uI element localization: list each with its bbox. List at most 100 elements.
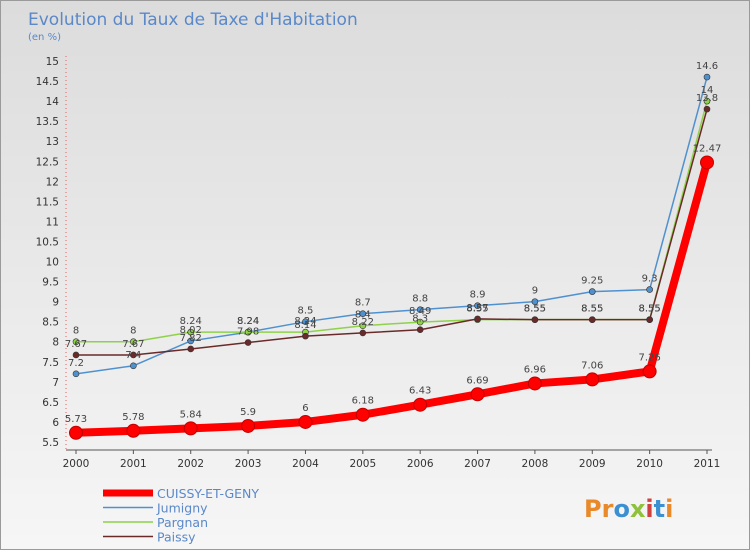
x-tick-label: 2006	[407, 458, 434, 470]
data-point	[359, 322, 367, 329]
data-label: 14	[701, 85, 714, 96]
x-tick-label: 2002	[177, 458, 204, 470]
data-label: 8.9	[470, 290, 486, 301]
y-tick-label: 13	[46, 136, 59, 148]
legend-label: Pargnan	[157, 515, 208, 530]
y-tick-label: 6	[52, 417, 59, 429]
data-point	[531, 298, 539, 305]
x-tick-label: 2009	[579, 458, 606, 470]
data-label: 8.55	[639, 304, 661, 315]
data-label: 8.24	[294, 316, 316, 327]
y-tick-label: 15	[46, 56, 59, 68]
data-label: 8.24	[237, 316, 259, 327]
data-label: 8.55	[524, 304, 546, 315]
data-label: 8.5	[298, 306, 314, 317]
data-label: 8	[130, 326, 136, 337]
data-point	[183, 421, 198, 436]
data-label: 5.84	[180, 409, 202, 420]
data-label: 8.14	[294, 320, 316, 331]
data-label: 9.25	[581, 276, 603, 287]
x-tick-label: 2003	[235, 458, 262, 470]
y-tick-label: 7.5	[42, 357, 59, 369]
y-tick-label: 6.5	[42, 397, 59, 409]
data-label: 7.67	[122, 339, 144, 350]
data-label: 8.57	[466, 303, 488, 314]
data-point	[703, 97, 711, 105]
x-tick-label: 2001	[120, 458, 147, 470]
data-point	[130, 351, 137, 359]
chart-subtitle: (en %)	[28, 32, 61, 43]
data-label: 9	[532, 286, 538, 297]
data-label: 8.4	[355, 310, 371, 321]
data-point	[244, 328, 252, 336]
data-point	[474, 315, 481, 323]
data-point	[703, 73, 711, 81]
data-label: 6	[302, 403, 308, 414]
y-tick-label: 5.5	[42, 437, 59, 449]
y-tick-label: 14.5	[36, 76, 59, 88]
data-label: 8.55	[466, 304, 488, 315]
data-label: 14.6	[696, 61, 718, 72]
data-label: 7.26	[639, 352, 661, 363]
data-point	[130, 362, 137, 370]
data-point	[470, 387, 485, 402]
data-point	[413, 397, 428, 412]
data-point	[69, 425, 83, 440]
x-tick-label: 2011	[694, 458, 721, 470]
data-point	[700, 155, 714, 170]
y-tick-label: 9.5	[42, 277, 59, 289]
data-point	[72, 351, 80, 359]
y-tick-label: 7	[52, 377, 59, 389]
data-label: 7.06	[581, 360, 603, 371]
data-label: 6.96	[524, 364, 546, 375]
data-point	[646, 316, 653, 323]
data-label: 8.55	[639, 304, 661, 315]
data-label: 5.78	[122, 412, 144, 423]
data-label: 5.9	[240, 407, 256, 418]
data-point	[585, 372, 600, 387]
data-label: 8.49	[409, 306, 431, 317]
axes: 5.5 6 6.5 7 7.5 8 8.5 9 9.5 10 10.5 11 11.5 12 12.5 13 1…	[36, 56, 721, 470]
data-label: 8.55	[581, 304, 603, 315]
data-point	[359, 329, 367, 337]
data-point	[72, 338, 80, 346]
data-label: 6.69	[466, 375, 488, 386]
data-point	[72, 370, 80, 378]
data-point	[527, 376, 542, 391]
data-label: 6.18	[352, 396, 374, 407]
data-point	[126, 423, 141, 438]
data-point	[355, 407, 370, 422]
data-point	[187, 345, 195, 353]
data-label: 6.43	[409, 386, 431, 397]
data-label: 7.4	[125, 350, 141, 361]
data-point	[646, 286, 653, 293]
series-line-2	[76, 100, 708, 343]
y-tick-label: 8	[52, 337, 59, 349]
x-tick-label: 2008	[522, 458, 549, 470]
data-point	[298, 414, 313, 429]
x-tick-label: 2004	[292, 458, 319, 470]
series-lines	[69, 73, 714, 440]
proxiti-watermark: Proxiti	[584, 495, 673, 523]
data-point	[302, 318, 309, 325]
data-point	[416, 318, 424, 326]
data-label: 12.47	[693, 143, 722, 154]
legend-label: Paissy	[157, 530, 196, 545]
series-line-1	[75, 76, 708, 375]
data-point	[642, 364, 657, 379]
data-point	[244, 339, 252, 346]
chart-title: Evolution du Taux de Taxe d'Habitation	[28, 10, 358, 30]
y-tick-label: 12.5	[36, 156, 59, 168]
proxiti-logo: Proxiti	[584, 495, 673, 523]
data-point	[531, 316, 539, 323]
legend-label: Jumigny	[156, 501, 208, 516]
data-point	[588, 316, 596, 323]
x-tick-label: 2007	[464, 458, 491, 470]
data-point	[187, 328, 195, 336]
data-point	[241, 418, 256, 433]
x-tick-label: 2000	[63, 458, 90, 470]
data-point	[416, 306, 424, 313]
data-label: 8.8	[412, 294, 428, 305]
